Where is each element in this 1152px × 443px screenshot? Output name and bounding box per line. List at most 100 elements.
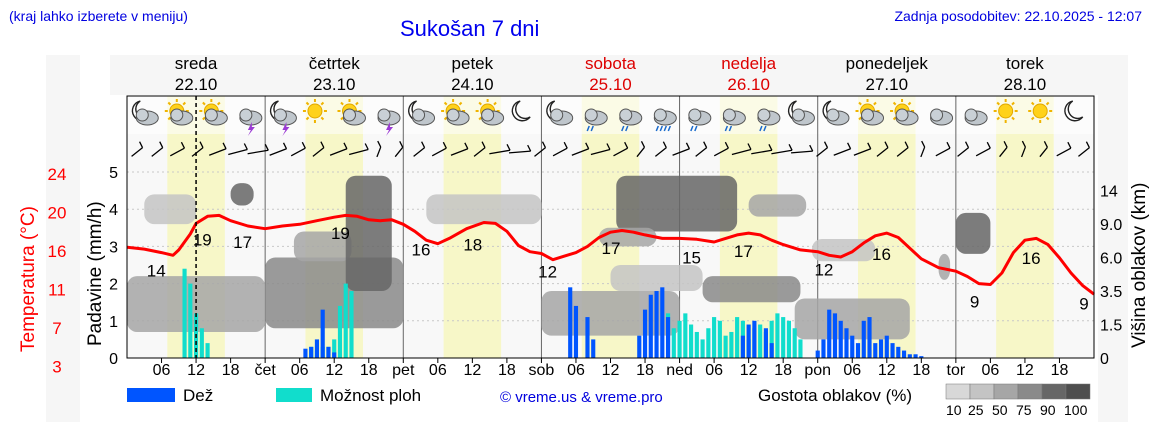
cloud-density-scale-label: 75: [1016, 402, 1032, 418]
cloud-puff: [791, 108, 805, 122]
sun-ray: [858, 116, 862, 121]
thunder-cloud-icon: [377, 108, 401, 136]
precip-tick-label: 0: [109, 351, 118, 368]
wind-barb-flag: [986, 141, 991, 149]
day-name: ponedeljek: [846, 54, 929, 73]
x-tick-label: 12: [740, 362, 758, 379]
cloud-density-legend-label: Gostota oblakov (%): [758, 386, 913, 405]
sun-ray: [1031, 116, 1035, 121]
lightning-bolt: [247, 122, 255, 136]
sun-ray: [305, 101, 310, 106]
x-tick-label: 12: [878, 362, 896, 379]
temperature-label: 9: [970, 293, 979, 312]
cloud-layer: [955, 212, 991, 254]
rain-bar: [850, 335, 855, 358]
shower-bar: [205, 343, 210, 358]
sun-shape: [998, 103, 1014, 119]
x-tick-label: 06: [843, 362, 861, 379]
rain-bar: [654, 291, 659, 358]
shower-bar: [706, 328, 711, 358]
x-tick-label: 18: [222, 362, 240, 379]
rain-bar: [585, 317, 590, 358]
cloud-puff: [135, 108, 149, 122]
rain-bar: [907, 354, 912, 358]
rain-bar: [844, 328, 849, 358]
cloud-puff: [239, 108, 253, 122]
wind-barb: [1078, 147, 1090, 157]
wind-barb-flag: [282, 142, 288, 150]
temperature-label: 17: [602, 239, 621, 258]
shower-bar: [677, 320, 682, 358]
shower-bar: [671, 328, 676, 358]
copyright-link[interactable]: © vreme.us & vreme.pro: [500, 389, 663, 406]
wind-barb: [534, 147, 546, 157]
cloud-density-scale-label: 10: [946, 402, 962, 418]
rain-bar: [901, 350, 907, 358]
rain-bar: [568, 287, 573, 358]
moon-icon: [1064, 100, 1084, 122]
moon-shape: [511, 100, 531, 122]
x-tick-label: pet: [392, 362, 415, 379]
shower-bar: [712, 317, 717, 358]
day-name: torek: [1006, 54, 1044, 73]
wind-barb: [672, 148, 690, 156]
wind-barb-flag: [243, 143, 248, 150]
sun-ray: [478, 116, 482, 121]
shower-bar: [717, 320, 722, 358]
sun-ray: [443, 116, 448, 121]
precip-axis-title: Padavine (mm/h): [85, 201, 106, 346]
rain-bar: [919, 356, 924, 358]
rain-bar: [740, 335, 745, 358]
x-tick-label: sob: [529, 362, 555, 379]
cloud-puff: [550, 108, 564, 122]
wind-barb: [695, 147, 708, 157]
rain-drop: [621, 125, 625, 132]
showers-legend-label: Možnost ploh: [320, 386, 422, 405]
wind-barb-flag: [847, 142, 852, 150]
sun-icon: [993, 99, 1018, 123]
wind-barb-flag: [1067, 141, 1072, 149]
cloud-density-scale-label: 100: [1064, 402, 1088, 418]
cloud-layer: [794, 298, 910, 340]
wind-barb-flag: [1043, 141, 1048, 148]
cloud-density-swatch: [1017, 383, 1043, 400]
rain-legend-swatch: [127, 388, 175, 402]
rain-bar: [827, 309, 832, 358]
cloud-puff: [481, 108, 495, 122]
cloud-icon: [930, 108, 954, 126]
rain-bar: [314, 339, 320, 358]
day-date: 22.10: [175, 75, 218, 94]
cloud-layer: [230, 183, 254, 206]
wind-barb-flag: [320, 141, 325, 148]
precip-tick-label: 1: [109, 314, 118, 331]
rain-bar: [855, 343, 861, 358]
cloud-height-tick-label: 3.5: [1100, 284, 1122, 301]
wind-barb-flag: [364, 143, 369, 150]
temperature-label: 16: [872, 245, 891, 264]
wind-barb-flag: [481, 141, 486, 148]
cloud-layer: [345, 175, 392, 292]
sun-icon: [1028, 99, 1053, 123]
rain-bar: [752, 320, 757, 358]
moon-icon: [511, 100, 531, 122]
wind-barb-flag: [788, 143, 793, 151]
shower-bar: [343, 283, 348, 358]
wind-barb: [771, 149, 793, 155]
x-tick-label: 06: [153, 362, 171, 379]
wind-barb-flag: [506, 143, 511, 151]
shower-bar: [683, 313, 688, 358]
wind-barb-flag: [222, 142, 227, 150]
lightning-bolt: [386, 122, 394, 136]
sun-ray: [1011, 116, 1015, 121]
lightning-bolt: [282, 122, 290, 136]
shower-bar: [786, 320, 792, 358]
cloud-puff: [964, 108, 978, 122]
shower-bar: [775, 313, 780, 358]
cloud-puff: [895, 108, 909, 122]
wind-barb: [876, 147, 889, 157]
cloud-rain-icon: [584, 108, 608, 132]
cloud-density-swatch: [993, 383, 1019, 400]
shower-bar: [798, 339, 803, 358]
wind-barb: [169, 147, 185, 157]
sun-cloud-icon: [890, 99, 919, 126]
